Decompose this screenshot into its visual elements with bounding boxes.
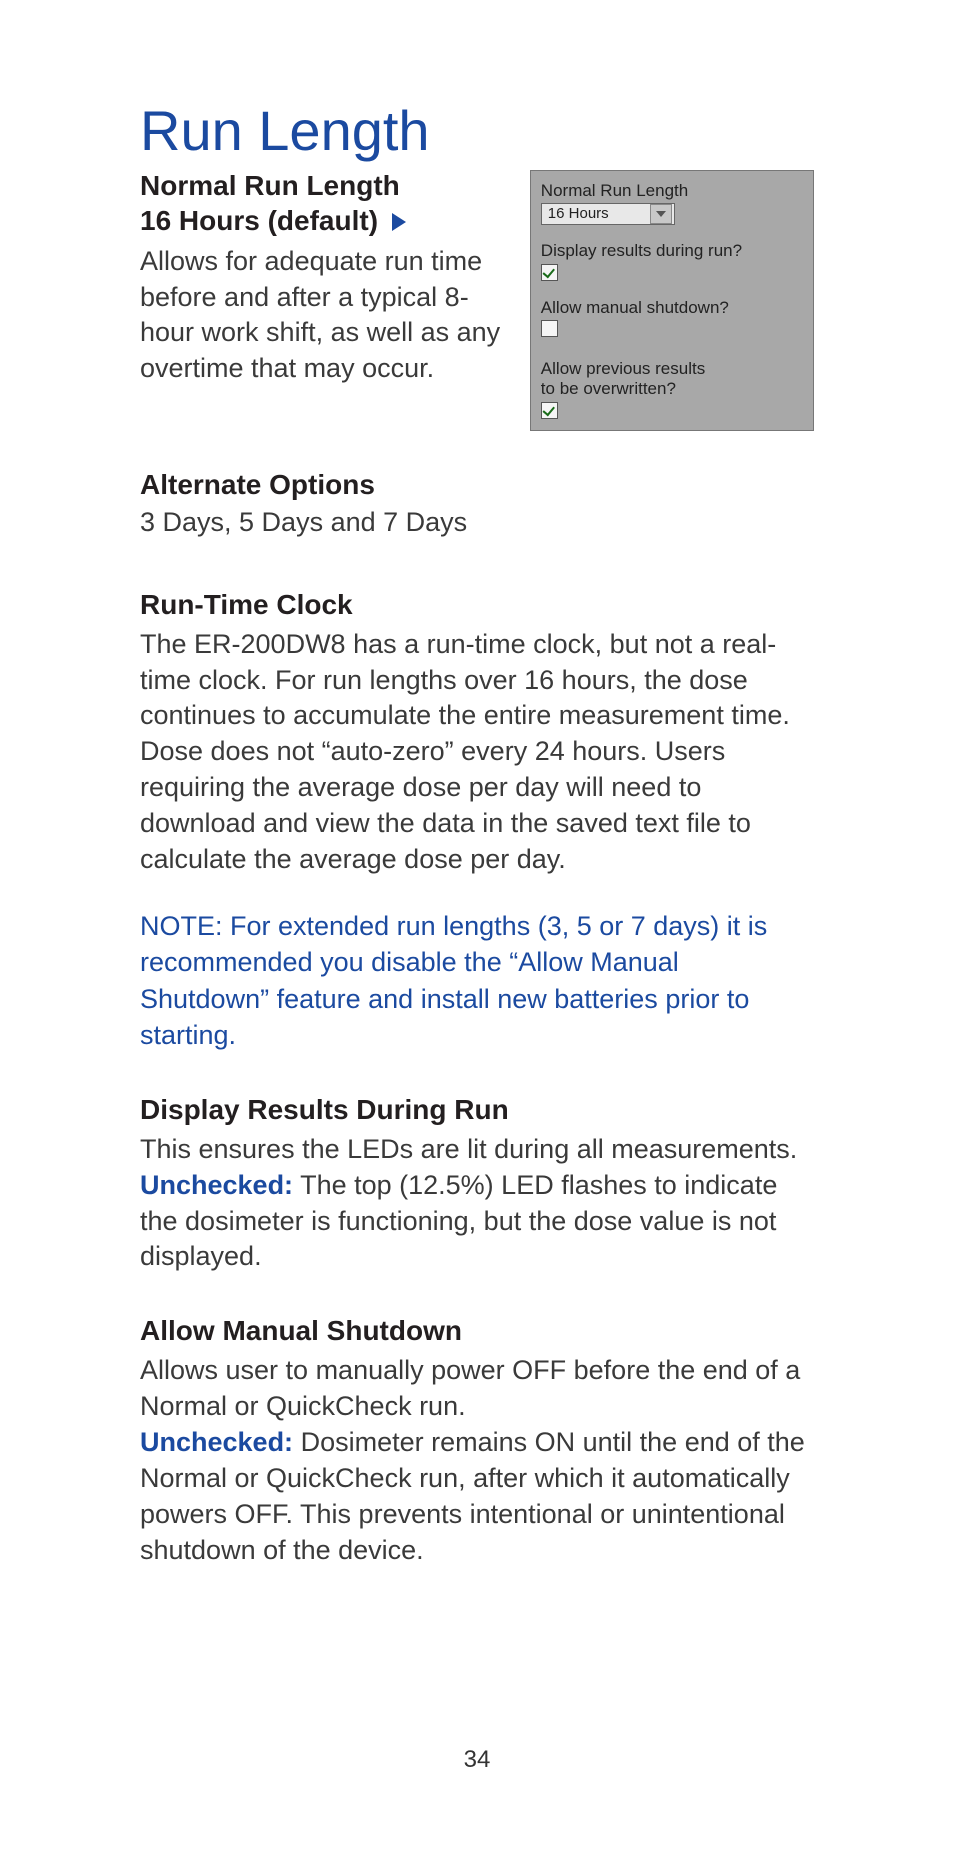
settings-dialog: Normal Run Length 16 Hours Display resul…: [530, 170, 814, 431]
chevron-down-icon: [656, 211, 666, 217]
dlg-nrl-value: 16 Hours: [548, 205, 609, 223]
manual-shutdown-unchecked-label: Unchecked:: [140, 1427, 293, 1457]
dlg-nrl-select[interactable]: 16 Hours: [541, 203, 675, 225]
page-title: Run Length: [140, 100, 814, 162]
dlg-q1-group: Display results during run?: [541, 241, 803, 282]
display-results-unchecked-label: Unchecked:: [140, 1170, 293, 1200]
manual-shutdown-heading: Allow Manual Shutdown: [140, 1315, 814, 1347]
alternate-heading: Alternate Options: [140, 469, 814, 501]
triangle-right-icon: [392, 213, 406, 231]
dlg-q2-group: Allow manual shutdown?: [541, 298, 803, 343]
document-page: Run Length Normal Run Length 16 Hours (d…: [0, 0, 954, 1852]
manual-shutdown-body1: Allows user to manually power OFF before…: [140, 1355, 800, 1421]
normal-heading-line1: Normal Run Length: [140, 170, 400, 201]
display-results-heading: Display Results During Run: [140, 1094, 814, 1126]
dlg-q2-label: Allow manual shutdown?: [541, 298, 803, 318]
display-results-body: This ensures the LEDs are lit during all…: [140, 1132, 814, 1276]
normal-body: Allows for adequate run time before and …: [140, 244, 512, 388]
dlg-q3-label-a: Allow previous results: [541, 359, 803, 379]
normal-run-length-section: Normal Run Length 16 Hours (default) All…: [140, 168, 512, 388]
normal-heading: Normal Run Length 16 Hours (default): [140, 168, 512, 238]
note-text: NOTE: For extended run lengths (3, 5 or …: [140, 908, 814, 1054]
display-results-body1: This ensures the LEDs are lit during all…: [140, 1134, 797, 1164]
dlg-q3-label-b: to be overwritten?: [541, 379, 803, 399]
dropdown-button[interactable]: [650, 204, 672, 224]
dlg-nrl-label: Normal Run Length: [541, 181, 803, 201]
runtime-body: The ER-200DW8 has a run-time clock, but …: [140, 627, 814, 878]
dlg-q1-checkbox[interactable]: [541, 264, 558, 281]
manual-shutdown-body: Allows user to manually power OFF before…: [140, 1353, 814, 1568]
alternate-body: 3 Days, 5 Days and 7 Days: [140, 505, 814, 541]
dlg-q3-checkbox[interactable]: [541, 402, 558, 419]
runtime-heading: Run-Time Clock: [140, 589, 814, 621]
dlg-q3-group: Allow previous results to be overwritten…: [541, 359, 803, 420]
dlg-q1-label: Display results during run?: [541, 241, 803, 261]
top-two-column: Normal Run Length 16 Hours (default) All…: [140, 168, 814, 431]
dlg-q2-checkbox[interactable]: [541, 320, 558, 337]
page-number: 34: [0, 1746, 954, 1774]
normal-heading-line2: 16 Hours (default): [140, 205, 378, 236]
